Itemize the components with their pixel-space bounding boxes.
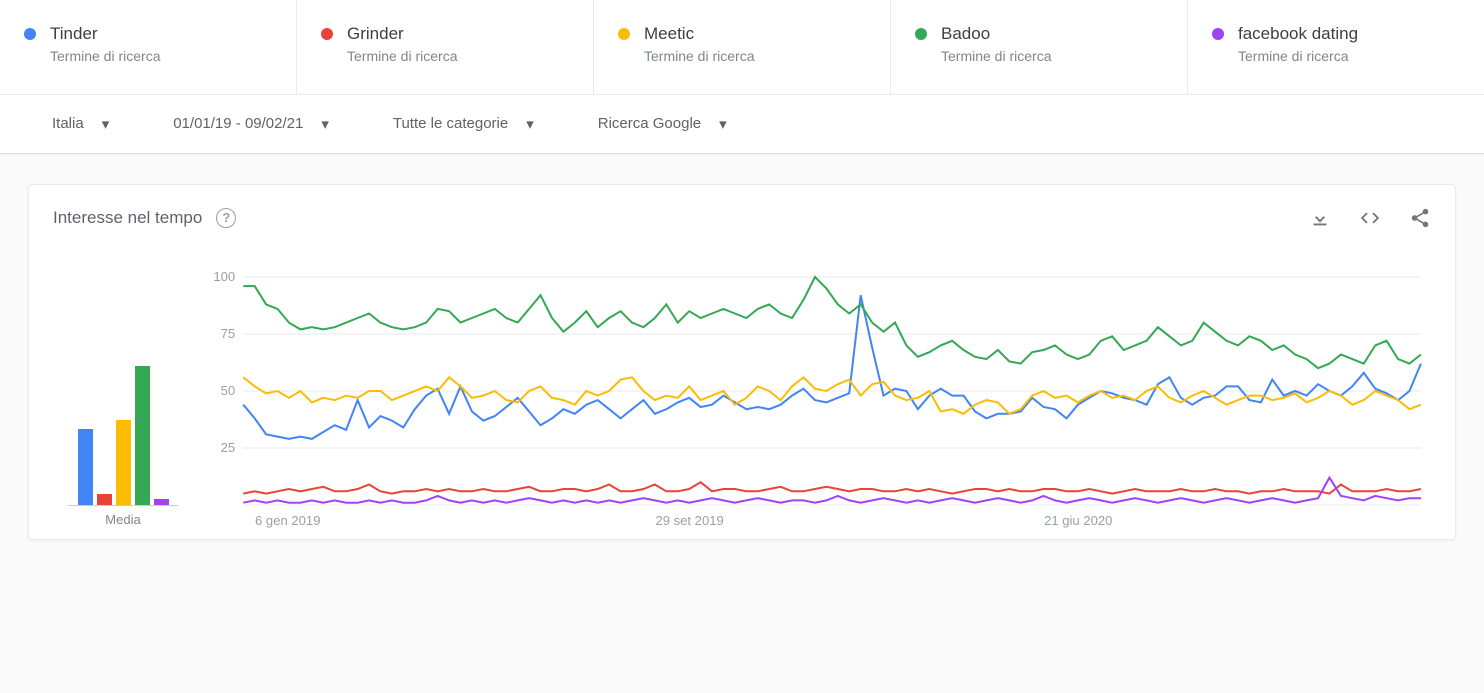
term-label: Tinder xyxy=(50,22,160,46)
card-title: Interesse nel tempo xyxy=(53,208,202,228)
filter-bar: Italia ▾ 01/01/19 - 09/02/21 ▾ Tutte le … xyxy=(0,95,1484,154)
term-label: Meetic xyxy=(644,22,754,46)
help-icon[interactable]: ? xyxy=(216,208,236,228)
chevron-down-icon: ▾ xyxy=(102,115,110,133)
card-header: Interesse nel tempo ? xyxy=(53,207,1431,229)
media-bar xyxy=(135,366,150,505)
embed-icon[interactable] xyxy=(1359,207,1381,229)
download-icon[interactable] xyxy=(1309,207,1331,229)
filter-category[interactable]: Tutte le categorie ▾ xyxy=(391,109,536,139)
interest-over-time-card: Interesse nel tempo ? Media 25 50 75 100 6 g… xyxy=(28,184,1456,540)
line-chart-svg: 25 50 75 100 6 gen 2019 29 set 2019 21 giu 202… xyxy=(203,269,1431,529)
term-dot-icon xyxy=(618,28,630,40)
svg-text:25: 25 xyxy=(221,440,236,455)
filter-country-label: Italia xyxy=(52,115,84,132)
svg-text:29 set 2019: 29 set 2019 xyxy=(655,513,723,528)
media-bar xyxy=(116,420,131,505)
filter-search-type[interactable]: Ricerca Google ▾ xyxy=(596,109,729,139)
media-bars-section: Media xyxy=(53,326,193,529)
filter-search-label: Ricerca Google xyxy=(598,115,701,132)
term-label: Grinder xyxy=(347,22,457,46)
filter-daterange-label: 01/01/19 - 09/02/21 xyxy=(173,115,303,132)
chevron-down-icon: ▾ xyxy=(719,115,727,133)
search-terms-bar: Tinder Termine di ricerca Grinder Termin… xyxy=(0,0,1484,95)
term-cell-3[interactable]: Badoo Termine di ricerca xyxy=(891,0,1188,94)
media-bar xyxy=(97,494,112,505)
term-label: facebook dating xyxy=(1238,22,1358,46)
svg-text:75: 75 xyxy=(221,326,236,341)
chevron-down-icon: ▾ xyxy=(526,115,534,133)
term-cell-1[interactable]: Grinder Termine di ricerca xyxy=(297,0,594,94)
filter-country[interactable]: Italia ▾ xyxy=(50,109,111,139)
term-subtitle: Termine di ricerca xyxy=(50,48,160,64)
card-actions xyxy=(1309,207,1431,229)
term-subtitle: Termine di ricerca xyxy=(347,48,457,64)
filter-daterange[interactable]: 01/01/19 - 09/02/21 ▾ xyxy=(171,109,331,139)
media-bar xyxy=(154,499,169,504)
svg-text:50: 50 xyxy=(221,383,236,398)
term-dot-icon xyxy=(321,28,333,40)
line-chart: 25 50 75 100 6 gen 2019 29 set 2019 21 giu 202… xyxy=(203,269,1431,529)
term-subtitle: Termine di ricerca xyxy=(1238,48,1358,64)
term-subtitle: Termine di ricerca xyxy=(644,48,754,64)
term-cell-2[interactable]: Meetic Termine di ricerca xyxy=(594,0,891,94)
svg-text:21 giu 2020: 21 giu 2020 xyxy=(1044,513,1112,528)
term-subtitle: Termine di ricerca xyxy=(941,48,1051,64)
term-cell-0[interactable]: Tinder Termine di ricerca xyxy=(0,0,297,94)
media-label: Media xyxy=(105,512,140,527)
term-dot-icon xyxy=(1212,28,1224,40)
filter-category-label: Tutte le categorie xyxy=(393,115,508,132)
svg-text:6 gen 2019: 6 gen 2019 xyxy=(255,513,320,528)
media-bar xyxy=(78,429,93,505)
term-dot-icon xyxy=(24,28,36,40)
term-label: Badoo xyxy=(941,22,1051,46)
chevron-down-icon: ▾ xyxy=(321,115,329,133)
share-icon[interactable] xyxy=(1409,207,1431,229)
term-dot-icon xyxy=(915,28,927,40)
media-bars xyxy=(68,326,178,506)
chart-container: Media 25 50 75 100 6 gen 2019 29 set 2019 21 g… xyxy=(53,269,1431,529)
svg-text:100: 100 xyxy=(213,269,235,284)
term-cell-4[interactable]: facebook dating Termine di ricerca xyxy=(1188,0,1484,94)
